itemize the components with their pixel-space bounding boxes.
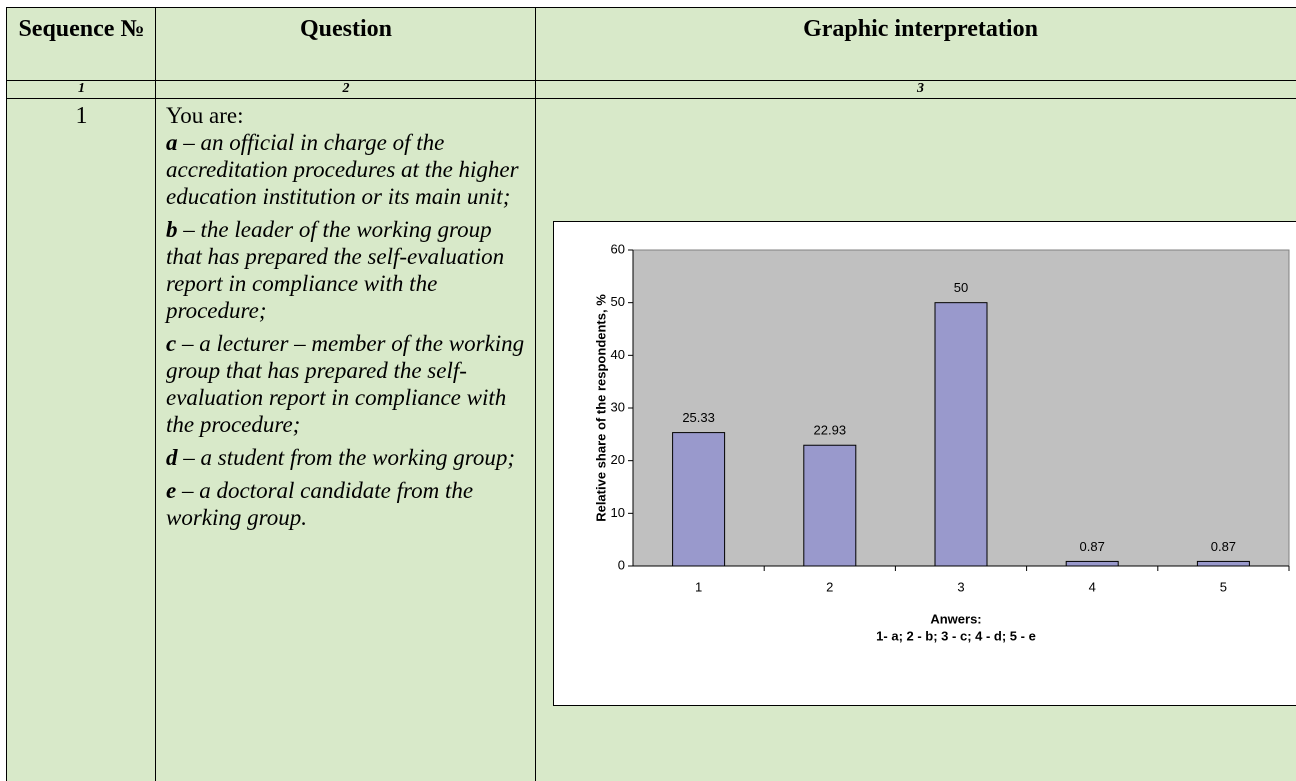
y-tick-label: 50 <box>611 294 625 309</box>
answer: c – a lecturer – member of the working g… <box>166 330 528 438</box>
y-tick-label: 0 <box>618 557 625 572</box>
value-label: 22.93 <box>814 423 847 438</box>
answer-letter: b <box>166 217 178 242</box>
header-seq: Sequence № <box>6 7 156 81</box>
answer: e – a doctoral candidate from the workin… <box>166 477 528 531</box>
y-tick-label: 40 <box>611 347 625 362</box>
y-tick-label: 30 <box>611 399 625 414</box>
x-tick-label: 3 <box>957 579 964 594</box>
value-label: 50 <box>954 280 968 295</box>
x-tick-label: 5 <box>1220 579 1227 594</box>
x-axis-label: Anwers: <box>930 611 981 626</box>
bar <box>1065 560 1119 567</box>
x-tick-label: 2 <box>826 579 833 594</box>
answer-letter: d <box>166 445 178 470</box>
x-tick-label: 4 <box>1089 579 1096 594</box>
col-number: 2 <box>155 80 536 99</box>
y-axis-label: Relative share of the respondents, % <box>593 294 608 522</box>
y-tick-label: 20 <box>611 452 625 467</box>
x-axis-label: 1- a; 2 - b; 3 - c; 4 - d; 5 - e <box>876 628 1036 643</box>
value-label: 0.87 <box>1080 539 1105 554</box>
col-number: 1 <box>6 80 156 99</box>
bar <box>803 444 857 567</box>
answer-text: – a doctoral candidate from the working … <box>166 478 474 530</box>
bar <box>672 432 726 567</box>
answer: b – the leader of the working group that… <box>166 216 528 324</box>
answer: d – a student from the working group; <box>166 444 528 471</box>
header-question: Question <box>155 7 536 81</box>
question-intro: You are: <box>166 103 244 128</box>
question-cell: You are: a – an official in charge of th… <box>155 98 536 781</box>
value-label: 0.87 <box>1211 539 1236 554</box>
bar <box>1196 560 1250 567</box>
answer-letter: a <box>166 130 178 155</box>
y-tick-label: 10 <box>611 505 625 520</box>
answer-text: – a student from the working group; <box>177 445 516 470</box>
value-label: 25.33 <box>682 410 715 425</box>
answer-text: – a lecturer – member of the working gro… <box>166 331 525 437</box>
answer-letter: c <box>166 331 177 356</box>
answer-letter: e <box>166 478 177 503</box>
answer-text: – an official in charge of the accredita… <box>166 130 519 209</box>
y-tick-label: 60 <box>611 241 625 256</box>
col-number: 3 <box>535 80 1296 99</box>
bar <box>934 302 988 567</box>
answer-text: – the leader of the working group that h… <box>166 217 505 323</box>
seq-cell: 1 <box>6 98 156 781</box>
answer: a – an official in charge of the accredi… <box>166 129 528 210</box>
x-tick-label: 1 <box>695 579 702 594</box>
header-graphic: Graphic interpretation <box>535 7 1296 81</box>
